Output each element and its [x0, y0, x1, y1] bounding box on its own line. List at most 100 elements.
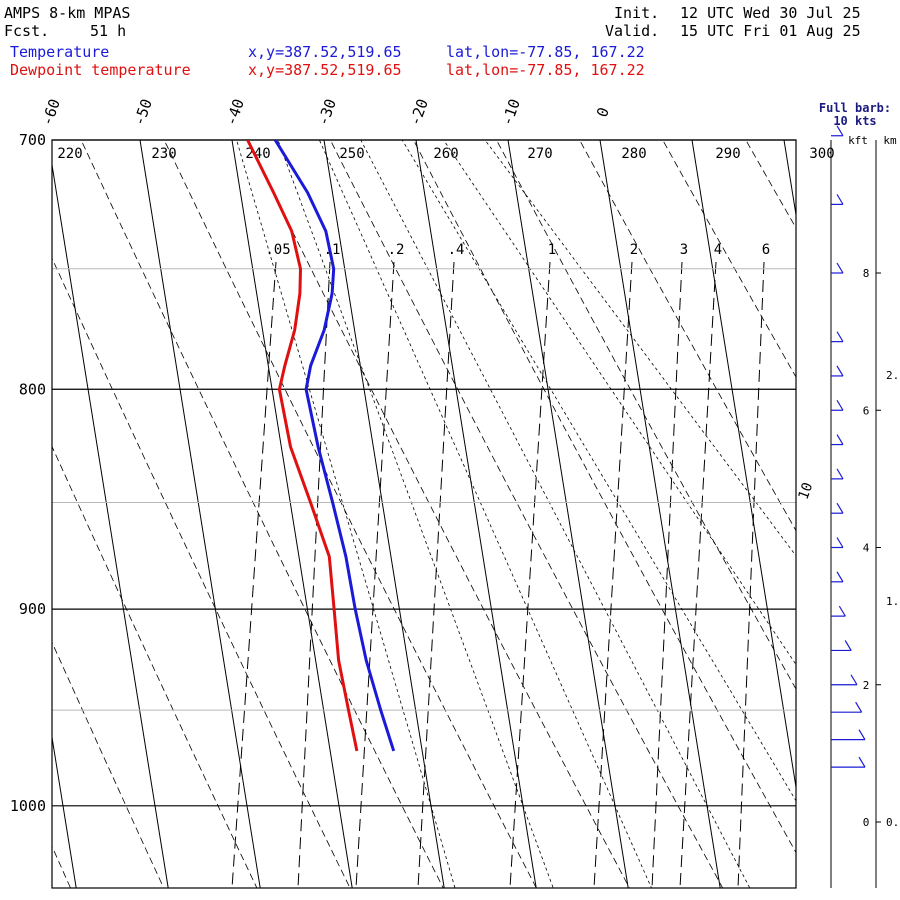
mixing-ratio-label: .2: [388, 242, 405, 258]
wind-barb-flag: [836, 468, 844, 480]
isotherm-line: [231, 140, 353, 888]
km-axis-label: km: [883, 134, 897, 147]
temperature-tick-label: -50: [130, 97, 156, 129]
mixing-ratio-label: .05: [265, 242, 290, 258]
wind-barb-flag: [836, 331, 844, 342]
dry-adiabat: [329, 140, 724, 888]
mixing-ratio-line: [679, 261, 717, 888]
temperature-tick-label: -10: [498, 97, 524, 129]
wind-barb-flag: [836, 194, 844, 205]
temperature-tick-label: -30: [314, 97, 340, 129]
grid-xy-temperature: x,y=387.52,519.65: [248, 43, 402, 61]
model-title: AMPS 8-km MPAS: [4, 4, 131, 22]
theta-label: 250: [339, 146, 364, 162]
wind-barb-flag: [844, 640, 852, 651]
wind-barb-flag: [836, 125, 844, 137]
theta-label: 290: [715, 146, 740, 162]
dry-adiabat: [52, 845, 71, 888]
mixing-ratio-line: [355, 261, 395, 888]
isotherm-line: [599, 140, 721, 888]
mixing-ratio-line: [737, 261, 765, 888]
wind-barb-flag: [858, 729, 866, 740]
valid-time: 15 UTC Fri 01 Aug 25: [680, 22, 861, 40]
moist-adiabat: [318, 140, 652, 888]
latlon-temperature: lat,lon=-77.85, 167.22: [446, 43, 645, 61]
mixing-ratio-line: [417, 261, 455, 888]
dry-adiabat: [80, 140, 444, 888]
isotherm-10-label: 10: [796, 481, 817, 502]
temperature-profile: [273, 140, 396, 752]
mixing-ratio-line: [297, 261, 331, 888]
pressure-tick-label: 700: [19, 131, 46, 149]
kft-tick-label: 8: [863, 267, 870, 280]
mixing-ratio-label: 6: [762, 242, 770, 258]
axis-labels: 7008009001000-70-60-50-40-30-20-10022023…: [10, 97, 835, 815]
dry-adiabat: [163, 140, 537, 888]
theta-label: 300: [809, 146, 834, 162]
wind-panel: Full barb:10 kts kft km 8 6 4 2 0 2. 1. 0.: [819, 101, 899, 888]
wind-barb-flag: [836, 399, 844, 411]
full-barb-label: Full barb:: [819, 101, 891, 115]
km-tick-label: 1.: [886, 595, 899, 608]
temperature-tick-label: -60: [38, 97, 64, 129]
km-tick-label: 2.: [886, 369, 899, 382]
kft-tick-label: 0: [863, 816, 870, 829]
wind-barb-flag: [836, 502, 844, 514]
mixing-ratio-label: 3: [680, 242, 688, 258]
isotherm-line: [52, 734, 77, 888]
moist-adiabat: [401, 140, 796, 802]
mixing-ratio-label: 2: [630, 242, 638, 258]
wind-barb-flag: [836, 434, 844, 445]
temperature-tick-label: -20: [406, 97, 432, 129]
temperature-tick-label: -40: [222, 97, 248, 129]
pressure-tick-label: 800: [19, 380, 46, 398]
wind-barb-flag: [858, 756, 866, 768]
pressure-tick-label: 900: [19, 600, 46, 618]
wind-barb-flag: [836, 262, 844, 274]
wind-barb-flag: [836, 571, 844, 583]
plot-frame: [51, 139, 797, 889]
dry-adiabat: [52, 445, 258, 888]
temperature-tick-label: 0: [593, 105, 613, 120]
dewpoint-profile: [246, 140, 359, 752]
wind-barb-flag: [838, 605, 846, 617]
temperature-legend: Temperature: [10, 43, 110, 61]
dry-adiabat: [813, 113, 900, 897]
wind-barb-flag: [855, 701, 863, 713]
dry-adiabat: [496, 140, 796, 690]
dewpoint-legend: Dewpoint temperature: [10, 61, 191, 79]
forecast-hour: 51 h: [90, 22, 127, 40]
theta-label: 270: [527, 146, 552, 162]
mixing-ratio-line: [593, 261, 633, 888]
dry-adiabat: [579, 140, 796, 532]
theta-label: 280: [621, 146, 646, 162]
pressure-tick-label: 1000: [10, 797, 46, 815]
grid-xy-dewpoint: x,y=387.52,519.65: [248, 61, 402, 79]
mixing-ratio-line: [651, 261, 683, 888]
plot-border: [51, 139, 797, 889]
dry-adiabat: [413, 140, 796, 854]
km-tick-label: 0.: [886, 816, 899, 829]
kft-tick-label: 4: [863, 542, 870, 555]
kft-axis-label: kft: [848, 134, 868, 147]
valid-label: Valid.: [605, 22, 660, 40]
wind-barb-flag: [850, 674, 858, 686]
isotherm-line: [783, 140, 796, 218]
mixing-ratio-label: .4: [448, 242, 465, 258]
init-label: Init.: [614, 4, 660, 22]
dry-adiabat: [52, 257, 351, 888]
kft-tick-label: 6: [863, 404, 870, 417]
isotherm-line: [139, 140, 261, 888]
isotherm-line: [415, 140, 537, 888]
full-barb-value: 10 kts: [833, 114, 876, 128]
init-time: 12 UTC Wed 30 Jul 25: [680, 4, 861, 22]
moist-adiabat: [236, 140, 456, 888]
mixing-ratio-line: [509, 261, 551, 888]
isotherm-line: [507, 140, 629, 888]
theta-label: 220: [57, 146, 82, 162]
kft-tick-label: 2: [863, 679, 870, 692]
theta-label: 260: [433, 146, 458, 162]
profile-series: [246, 140, 396, 752]
dry-adiabat: [52, 641, 165, 888]
